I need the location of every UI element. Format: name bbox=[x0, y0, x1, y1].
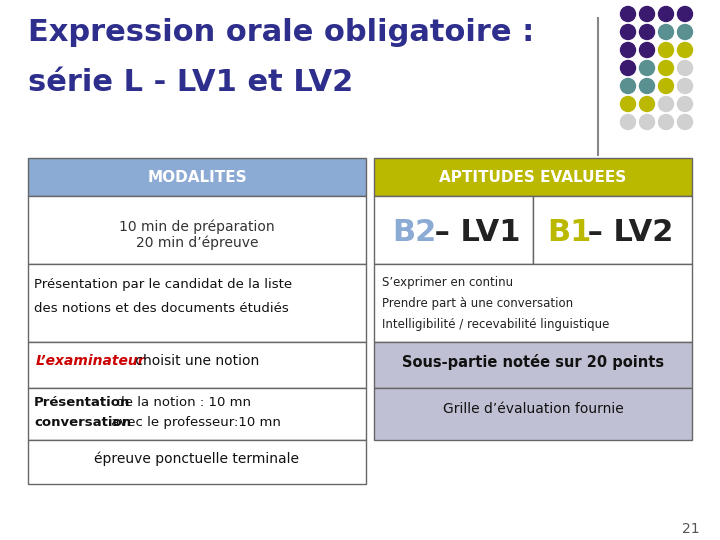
Bar bbox=[374, 158, 692, 196]
Circle shape bbox=[621, 78, 636, 93]
Text: Présentation: Présentation bbox=[34, 396, 130, 409]
Text: 20 min d’épreuve: 20 min d’épreuve bbox=[136, 235, 258, 249]
Text: Présentation par le candidat de la liste: Présentation par le candidat de la liste bbox=[34, 278, 292, 291]
Circle shape bbox=[621, 24, 636, 39]
Circle shape bbox=[678, 24, 693, 39]
Bar bbox=[28, 342, 366, 388]
Text: avec le professeur:10 mn: avec le professeur:10 mn bbox=[107, 416, 281, 429]
Text: Grille d’évaluation fournie: Grille d’évaluation fournie bbox=[443, 402, 624, 416]
Bar bbox=[374, 264, 692, 342]
Circle shape bbox=[621, 60, 636, 76]
Text: 21: 21 bbox=[683, 522, 700, 536]
Text: conversation: conversation bbox=[34, 416, 131, 429]
Circle shape bbox=[639, 24, 654, 39]
Circle shape bbox=[639, 43, 654, 57]
Circle shape bbox=[659, 43, 673, 57]
Text: de la notion : 10 mn: de la notion : 10 mn bbox=[112, 396, 251, 409]
Text: des notions et des documents étudiés: des notions et des documents étudiés bbox=[34, 302, 289, 315]
Text: S’exprimer en continu: S’exprimer en continu bbox=[382, 276, 513, 289]
Text: B1: B1 bbox=[547, 218, 591, 247]
Circle shape bbox=[639, 6, 654, 22]
Circle shape bbox=[639, 114, 654, 130]
Text: – LV2: – LV2 bbox=[577, 218, 673, 247]
Circle shape bbox=[678, 6, 693, 22]
Text: L’examinateur: L’examinateur bbox=[36, 354, 145, 368]
Text: Expression orale obligatoire :: Expression orale obligatoire : bbox=[28, 18, 534, 47]
Bar bbox=[374, 196, 533, 264]
Circle shape bbox=[659, 78, 673, 93]
Bar bbox=[28, 264, 366, 342]
Bar bbox=[374, 342, 692, 388]
Text: APTITUDES EVALUEES: APTITUDES EVALUEES bbox=[439, 170, 626, 185]
Text: choisit une notion: choisit une notion bbox=[131, 354, 259, 368]
Text: – LV1: – LV1 bbox=[424, 218, 521, 247]
Bar bbox=[28, 388, 366, 440]
Circle shape bbox=[659, 60, 673, 76]
Text: B2: B2 bbox=[392, 218, 436, 247]
Circle shape bbox=[678, 78, 693, 93]
Circle shape bbox=[678, 97, 693, 111]
Circle shape bbox=[639, 60, 654, 76]
Text: 10 min de préparation: 10 min de préparation bbox=[120, 219, 275, 233]
Circle shape bbox=[659, 6, 673, 22]
Text: Prendre part à une conversation: Prendre part à une conversation bbox=[382, 297, 573, 310]
Circle shape bbox=[621, 6, 636, 22]
Text: épreuve ponctuelle terminale: épreuve ponctuelle terminale bbox=[94, 452, 300, 467]
Text: Sous-partie notée sur 20 points: Sous-partie notée sur 20 points bbox=[402, 354, 664, 370]
Text: MODALITES: MODALITES bbox=[147, 170, 247, 185]
Circle shape bbox=[639, 97, 654, 111]
Circle shape bbox=[678, 114, 693, 130]
Circle shape bbox=[659, 114, 673, 130]
Circle shape bbox=[639, 78, 654, 93]
Bar bbox=[374, 388, 692, 440]
Circle shape bbox=[621, 114, 636, 130]
Text: Intelligibilité / recevabilité linguistique: Intelligibilité / recevabilité linguisti… bbox=[382, 318, 609, 331]
Bar bbox=[28, 440, 366, 484]
Bar bbox=[533, 196, 692, 264]
Bar bbox=[28, 196, 366, 264]
Circle shape bbox=[678, 43, 693, 57]
Circle shape bbox=[621, 97, 636, 111]
Text: série L - LV1 et LV2: série L - LV1 et LV2 bbox=[28, 68, 354, 97]
Circle shape bbox=[659, 97, 673, 111]
Bar bbox=[28, 158, 366, 196]
Circle shape bbox=[659, 24, 673, 39]
Circle shape bbox=[678, 60, 693, 76]
Circle shape bbox=[621, 43, 636, 57]
